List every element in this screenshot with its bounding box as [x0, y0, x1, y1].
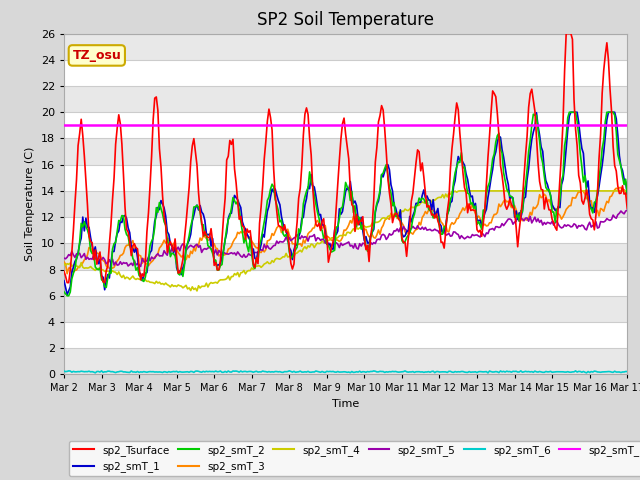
Bar: [64, 191, 627, 217]
sp2_smT_2: [566, 109, 573, 115]
sp2_smT_5: [413, 223, 421, 228]
sp2_smT_3: [166, 241, 174, 247]
sp2_smT_7: [412, 122, 420, 128]
sp2_smT_3: [413, 226, 421, 232]
sp2_smT_6: [285, 368, 293, 374]
sp2_smT_5: [556, 224, 564, 229]
sp2_smT_4: [165, 283, 173, 288]
sp2_smT_3: [623, 195, 631, 201]
sp2_smT_1: [413, 201, 421, 206]
sp2_smT_1: [401, 233, 409, 239]
sp2_smT_3: [617, 185, 625, 191]
sp2_smT_2: [63, 293, 71, 299]
sp2_smT_2: [77, 220, 85, 226]
sp2_smT_7: [76, 122, 83, 128]
sp2_smT_6: [623, 369, 631, 374]
sp2_smT_4: [193, 288, 201, 294]
sp2_Tsurface: [166, 239, 174, 245]
sp2_smT_7: [399, 122, 407, 128]
sp2_smT_5: [383, 237, 390, 242]
sp2_smT_1: [383, 164, 390, 170]
sp2_smT_2: [623, 191, 631, 196]
Line: sp2_smT_4: sp2_smT_4: [64, 191, 627, 291]
sp2_smT_5: [137, 264, 145, 269]
sp2_smT_3: [401, 229, 409, 235]
sp2_Tsurface: [383, 149, 390, 155]
sp2_Tsurface: [413, 147, 421, 153]
sp2_smT_7: [554, 122, 562, 128]
sp2_smT_4: [383, 216, 390, 222]
sp2_Tsurface: [63, 280, 71, 286]
sp2_smT_4: [557, 188, 565, 194]
sp2_smT_4: [76, 265, 83, 271]
Title: SP2 Soil Temperature: SP2 Soil Temperature: [257, 11, 434, 29]
Bar: [64, 348, 627, 374]
sp2_smT_5: [623, 207, 631, 213]
Line: sp2_smT_2: sp2_smT_2: [64, 112, 627, 296]
sp2_smT_2: [401, 239, 409, 244]
sp2_smT_5: [401, 226, 409, 232]
sp2_smT_7: [623, 122, 631, 128]
Line: sp2_smT_1: sp2_smT_1: [64, 112, 627, 295]
sp2_smT_6: [165, 369, 173, 374]
Line: sp2_smT_6: sp2_smT_6: [64, 371, 627, 373]
sp2_smT_4: [60, 261, 68, 267]
sp2_smT_2: [556, 196, 564, 202]
Bar: [64, 86, 627, 112]
sp2_smT_2: [383, 162, 390, 168]
sp2_smT_6: [413, 369, 421, 374]
sp2_smT_4: [456, 188, 463, 194]
Line: sp2_smT_3: sp2_smT_3: [64, 188, 627, 274]
sp2_smT_2: [166, 254, 174, 260]
sp2_smT_5: [60, 255, 68, 261]
Line: sp2_Tsurface: sp2_Tsurface: [64, 34, 627, 283]
Line: sp2_smT_5: sp2_smT_5: [64, 210, 627, 266]
sp2_smT_3: [383, 216, 390, 221]
sp2_smT_6: [60, 368, 68, 374]
sp2_smT_6: [401, 368, 409, 374]
sp2_smT_1: [623, 191, 631, 197]
sp2_smT_1: [567, 109, 575, 115]
Legend: sp2_Tsurface, sp2_smT_1, sp2_smT_2, sp2_smT_3, sp2_smT_4, sp2_smT_5, sp2_smT_6, : sp2_Tsurface, sp2_smT_1, sp2_smT_2, sp2_…: [69, 441, 640, 476]
sp2_Tsurface: [77, 116, 85, 122]
Text: TZ_osu: TZ_osu: [72, 49, 121, 62]
sp2_smT_3: [60, 259, 68, 265]
sp2_smT_5: [76, 251, 83, 256]
sp2_smT_7: [165, 122, 173, 128]
sp2_smT_1: [556, 204, 564, 210]
sp2_Tsurface: [563, 31, 570, 36]
Y-axis label: Soil Temperature (C): Soil Temperature (C): [25, 147, 35, 261]
sp2_Tsurface: [556, 176, 564, 181]
Bar: [64, 34, 627, 60]
Bar: [64, 243, 627, 270]
sp2_smT_1: [166, 241, 174, 247]
sp2_smT_3: [63, 271, 71, 276]
sp2_smT_4: [401, 206, 409, 212]
X-axis label: Time: Time: [332, 399, 359, 409]
sp2_smT_4: [413, 203, 421, 208]
sp2_smT_6: [76, 369, 83, 374]
sp2_smT_3: [556, 213, 564, 218]
sp2_Tsurface: [623, 205, 631, 211]
Bar: [64, 138, 627, 165]
sp2_smT_4: [623, 188, 631, 194]
sp2_smT_3: [77, 263, 85, 268]
sp2_Tsurface: [60, 268, 68, 274]
sp2_smT_1: [63, 292, 71, 298]
sp2_smT_6: [557, 369, 565, 375]
sp2_smT_1: [60, 278, 68, 284]
sp2_smT_5: [166, 250, 174, 256]
Bar: [64, 296, 627, 322]
sp2_smT_2: [60, 289, 68, 295]
sp2_smT_6: [383, 369, 390, 375]
sp2_smT_2: [413, 202, 421, 208]
sp2_smT_1: [77, 235, 85, 241]
sp2_Tsurface: [401, 240, 409, 245]
sp2_smT_6: [484, 370, 492, 376]
sp2_smT_7: [60, 122, 68, 128]
sp2_smT_7: [381, 122, 388, 128]
